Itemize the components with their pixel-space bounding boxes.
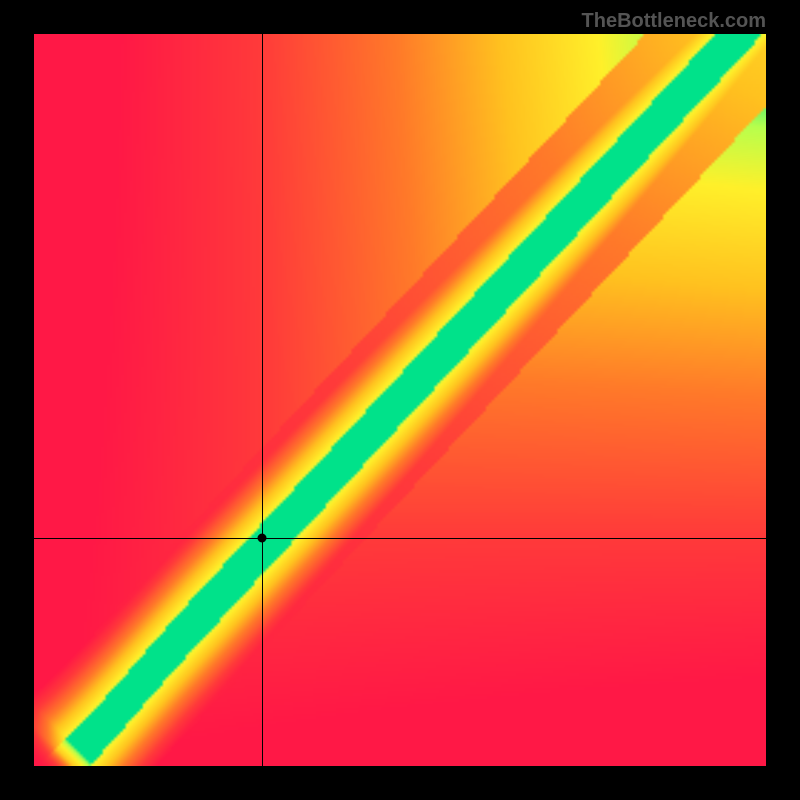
heatmap-canvas (34, 34, 766, 766)
plot-area (34, 34, 766, 766)
chart-container: TheBottleneck.com (0, 0, 800, 800)
watermark-label: TheBottleneck.com (582, 10, 766, 33)
